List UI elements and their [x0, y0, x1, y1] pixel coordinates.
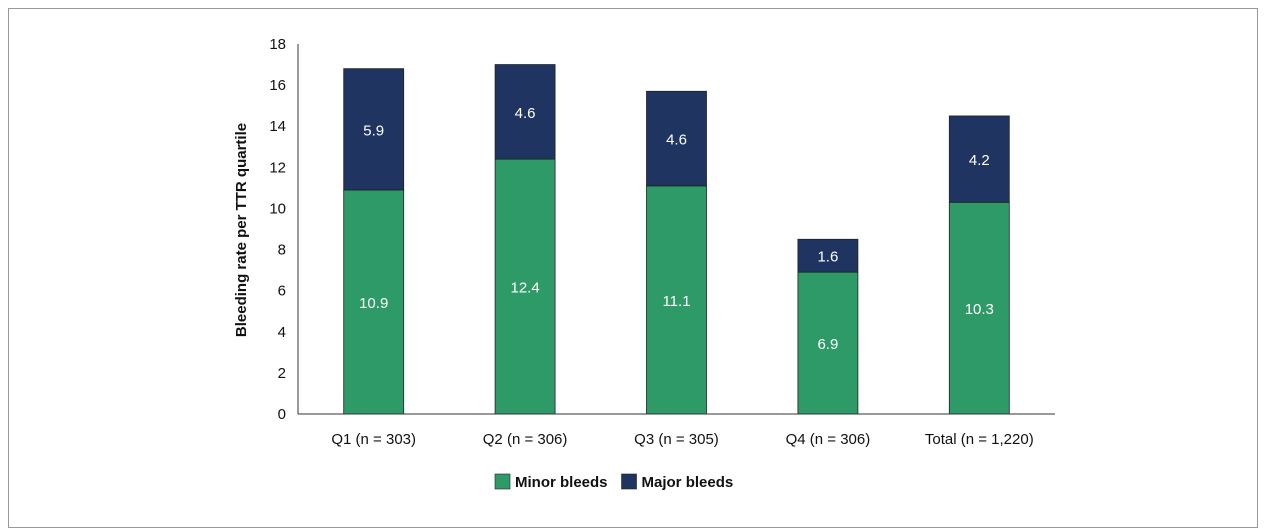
data-label: 1.6	[817, 249, 838, 266]
x-tick-label: Q2 (n = 306)	[483, 431, 568, 448]
x-axis: Q1 (n = 303) Q2 (n = 306) Q3 (n = 305) Q4 (…	[298, 413, 1055, 448]
bar-segment-minor	[948, 201, 1010, 415]
y-tick-label: 14	[269, 118, 286, 135]
y-tick-label: 12	[269, 159, 286, 176]
x-tick-label: Q1 (n = 303)	[331, 431, 416, 448]
bars: 10.9 5.9 12.4 4.6 11.1 4.6 6.9 1.6 10.3 4.2	[343, 64, 1010, 415]
y-axis: 0 2 4 6 8 10 12 14 16 18	[269, 36, 299, 423]
chart-frame	[8, 8, 1258, 528]
x-tick-label: Total (n = 1,220)	[925, 431, 1034, 448]
data-label: 10.3	[965, 301, 994, 318]
legend-swatch	[621, 473, 637, 490]
data-label: 4.6	[666, 132, 687, 149]
y-tick-label: 10	[269, 200, 286, 217]
bar-segment-minor	[646, 185, 707, 415]
data-label: 5.9	[363, 122, 384, 139]
legend-label: Major bleeds	[642, 474, 734, 491]
y-tick-label: 18	[269, 36, 286, 53]
data-label: 10.9	[359, 295, 388, 312]
bar-segment-major	[494, 64, 556, 160]
legend: Minor bleeds Major bleeds	[494, 473, 734, 491]
data-label: 12.4	[510, 280, 539, 297]
x-tick-label: Q3 (n = 305)	[634, 431, 719, 448]
y-axis-label: Bleeding rate per TTR quartile	[233, 123, 250, 337]
legend-swatch	[494, 473, 511, 490]
legend-label: Minor bleeds	[515, 474, 608, 491]
data-label: 4.2	[969, 152, 990, 169]
data-label: 6.9	[817, 336, 838, 353]
bar-segment-minor	[494, 158, 556, 415]
data-label: 11.1	[662, 293, 690, 310]
bar-segment-major	[343, 68, 405, 191]
bar-segment-minor	[797, 271, 859, 415]
y-tick-label: 4	[278, 324, 286, 341]
y-tick-label: 2	[278, 365, 286, 382]
y-tick-label: 6	[278, 283, 286, 300]
bar-segment-major	[948, 115, 1010, 203]
y-tick-label: 0	[278, 406, 286, 423]
y-tick-label: 8	[278, 242, 286, 259]
bar-segment-major	[646, 90, 707, 187]
stacked-bar-chart: 0 2 4 6 8 10 12 14 16 18 10.9 5.9 12.4 4.6 11.1 4.6 6.9…	[233, 36, 1055, 491]
bar-segment-minor	[343, 189, 405, 415]
bar-segment-major	[797, 238, 859, 273]
x-tick-label: Q4 (n = 306)	[786, 431, 871, 448]
data-label: 4.6	[515, 105, 536, 122]
y-tick-label: 16	[269, 77, 286, 94]
